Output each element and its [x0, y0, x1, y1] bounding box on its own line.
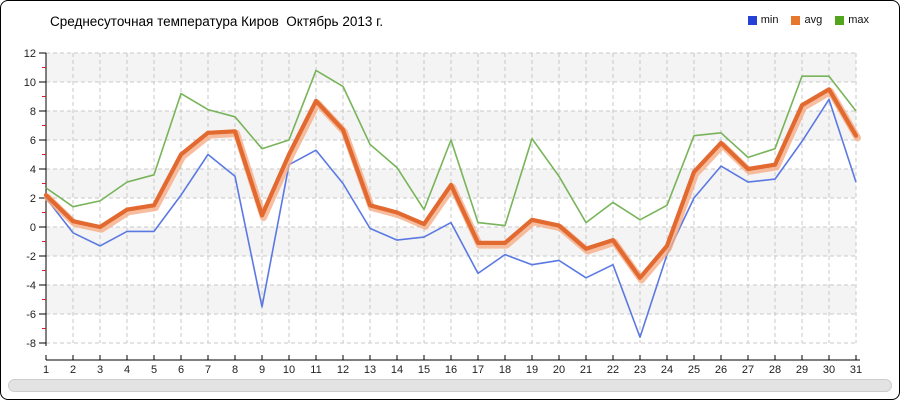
legend-label-min: min	[760, 14, 779, 26]
x-tick-label: 16	[445, 364, 457, 376]
x-tick-label: 11	[310, 364, 321, 376]
y-tick-label: 0	[30, 222, 36, 234]
x-tick-label: 24	[661, 364, 673, 376]
x-tick-label: 14	[391, 364, 403, 376]
x-tick-label: 10	[283, 364, 295, 376]
x-axis: 1 2 3 4 5 6 7 8 9 10 11 12 13 14 15 16 17 18 19 20 21 22 23 24 2…	[43, 355, 862, 376]
x-tick-label: 26	[715, 364, 727, 376]
series-min-line	[45, 98, 857, 339]
x-tick-label: 1	[43, 364, 49, 376]
x-tick-label: 3	[97, 364, 103, 376]
x-tick-label: 23	[634, 364, 646, 376]
x-tick-label: 31	[850, 364, 862, 376]
x-tick-label: 22	[607, 364, 619, 376]
y-tick-label: 12	[24, 48, 36, 60]
x-tick-label: 30	[823, 364, 835, 376]
x-tick-label: 9	[259, 364, 265, 376]
grid-lines	[45, 52, 857, 344]
x-tick-label: 25	[688, 364, 700, 376]
legend: min avg max	[747, 14, 869, 26]
y-tick-label: 8	[30, 106, 36, 118]
x-tick-label: 5	[151, 364, 157, 376]
x-tick-label: 2	[70, 364, 76, 376]
series-max-line	[45, 69, 857, 227]
x-tick-label: 20	[553, 364, 565, 376]
y-tick-label: -2	[26, 251, 36, 263]
x-tick-label: 13	[364, 364, 376, 376]
y-tick-label: -4	[26, 280, 36, 292]
series-avg-line	[43, 87, 859, 280]
y-tick-label: 4	[30, 164, 36, 176]
y-tick-label: -6	[26, 309, 36, 321]
x-tick-label: 7	[205, 364, 211, 376]
x-tick-label: 4	[124, 364, 130, 376]
x-tick-label: 21	[580, 364, 592, 376]
y-tick-label: 6	[30, 135, 36, 147]
x-tick-label: 12	[337, 364, 349, 376]
chart-title: Среднесуточная температура Киров Октябрь…	[50, 14, 384, 29]
legend-label-avg: avg	[804, 14, 823, 26]
x-tick-label: 28	[769, 364, 781, 376]
max-color-swatch	[835, 15, 845, 25]
x-tick-label: 19	[526, 364, 538, 376]
y-tick-label: 2	[30, 193, 36, 205]
chart-scrollbar[interactable]	[8, 379, 892, 392]
x-tick-label: 6	[178, 364, 184, 376]
min-color-swatch	[747, 15, 757, 25]
legend-item-avg[interactable]: avg	[791, 14, 822, 26]
x-tick-label: 18	[499, 364, 511, 376]
x-tick-label: 8	[232, 364, 238, 376]
y-tick-label: -8	[26, 338, 36, 350]
legend-item-min[interactable]: min	[747, 14, 779, 26]
avg-color-swatch	[791, 15, 801, 25]
legend-item-max[interactable]: max	[835, 14, 869, 26]
x-tick-label: 27	[742, 364, 754, 376]
legend-label-max: max	[848, 14, 869, 26]
x-tick-label: 17	[472, 364, 484, 376]
x-tick-label: 29	[796, 364, 808, 376]
x-tick-label: 15	[418, 364, 430, 376]
y-axis: 12 10 8 6 4 2 0 -2 -4 -6 -8	[24, 48, 47, 350]
y-tick-label: 10	[24, 77, 36, 89]
